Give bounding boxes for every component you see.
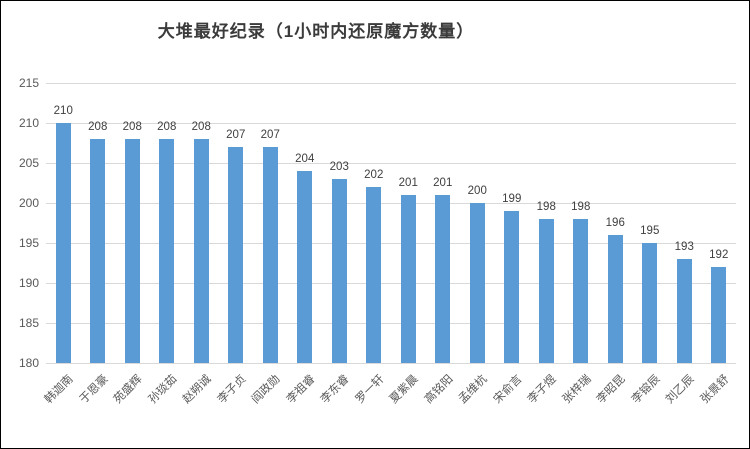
- x-axis: 韩迦南 于恩豪 苑盛辉 孙琰茹 赵朔诚 李子贞 阎政勋 李祖睿 李东睿 罗一轩 夏紫晨 高铭阳 孟维杭宋…: [43, 363, 736, 448]
- plot-area: 210 208 208 208 208 207 207 204 203 202 201 201 200 1…: [46, 83, 736, 364]
- bar: [400, 195, 416, 363]
- y-tick-label: 215: [18, 76, 39, 90]
- bar-value-label: 208: [88, 121, 108, 133]
- bar: [642, 243, 658, 363]
- bar: [159, 139, 175, 363]
- y-tick-label: 185: [18, 316, 39, 330]
- bar: [55, 123, 71, 363]
- bar: [435, 195, 451, 363]
- y-tick-label: 180: [18, 356, 39, 370]
- gridline: [46, 243, 736, 244]
- y-tick-label: 200: [18, 196, 39, 210]
- gridline: [46, 163, 736, 164]
- bar-value-label: 208: [157, 121, 177, 133]
- bar-value-label: 198: [571, 201, 591, 213]
- bar: [607, 235, 623, 363]
- bar: [504, 211, 520, 363]
- bar-value-label: 192: [709, 249, 729, 261]
- gridline: [46, 203, 736, 204]
- bar-value-label: 210: [53, 105, 73, 117]
- bar-value-label: 202: [364, 169, 384, 181]
- bar: [90, 139, 106, 363]
- bar-value-label: 208: [191, 121, 211, 133]
- bar: [676, 259, 692, 363]
- bar-value-label: 207: [226, 129, 246, 141]
- bar-value-label: 195: [640, 225, 660, 237]
- y-tick-label: 205: [18, 156, 39, 170]
- bar-value-label: 199: [502, 193, 522, 205]
- bar: [193, 139, 209, 363]
- bar: [297, 171, 313, 363]
- bar-value-label: 193: [674, 241, 694, 253]
- bar: [711, 267, 727, 363]
- y-tick-label: 210: [18, 116, 39, 130]
- gridline: [46, 83, 736, 84]
- chart-title: 大堆最好纪录（1小时内还原魔方数量）: [157, 22, 475, 41]
- bar-value-label: 201: [433, 177, 453, 189]
- gridline: [46, 323, 736, 324]
- y-tick-label: 190: [18, 276, 39, 290]
- bar-value-label: 203: [329, 161, 349, 173]
- bar-value-label: 207: [260, 129, 280, 141]
- gridline: [46, 283, 736, 284]
- bar: [469, 203, 485, 363]
- bar: [331, 179, 347, 363]
- bar: [124, 139, 140, 363]
- bar-value-label: 198: [536, 201, 556, 213]
- y-tick-label: 195: [18, 236, 39, 250]
- bar: [366, 187, 382, 363]
- bar: [573, 219, 589, 363]
- gridline: [46, 123, 736, 124]
- gridline: [46, 363, 736, 364]
- y-axis: 215 210 205 200 195 190 185 180: [1, 76, 41, 370]
- bar-value-label: 204: [295, 153, 315, 165]
- bar: [228, 147, 244, 363]
- bar: [262, 147, 278, 363]
- bar-value-label: 200: [467, 185, 487, 197]
- bar-value-label: 196: [605, 217, 625, 229]
- bar-value-label: 201: [398, 177, 418, 189]
- bar: [538, 219, 554, 363]
- bar-value-label: 208: [122, 121, 142, 133]
